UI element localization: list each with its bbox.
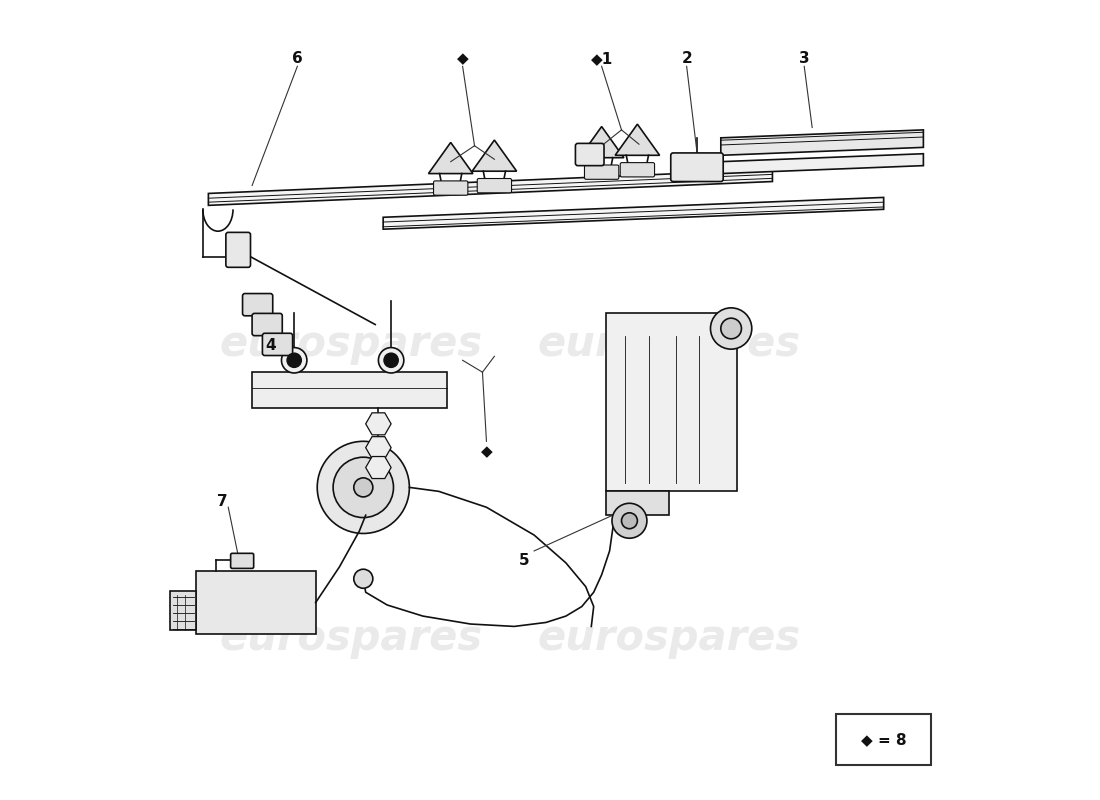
Text: 2: 2: [681, 51, 692, 66]
Text: ◆1: ◆1: [591, 51, 613, 66]
Text: eurospares: eurospares: [538, 323, 801, 366]
Circle shape: [282, 347, 307, 373]
Polygon shape: [720, 154, 923, 174]
Polygon shape: [615, 124, 660, 155]
Polygon shape: [606, 313, 737, 491]
Text: 5: 5: [519, 553, 530, 568]
Polygon shape: [252, 372, 447, 408]
Text: ◆ = 8: ◆ = 8: [861, 732, 906, 747]
FancyBboxPatch shape: [477, 178, 512, 193]
Text: 4: 4: [265, 338, 276, 354]
Text: 3: 3: [799, 51, 810, 66]
Polygon shape: [197, 571, 316, 634]
Circle shape: [720, 318, 741, 339]
Polygon shape: [170, 590, 197, 630]
Circle shape: [621, 513, 637, 529]
FancyBboxPatch shape: [263, 334, 293, 355]
Polygon shape: [383, 198, 883, 229]
Circle shape: [378, 347, 404, 373]
Polygon shape: [472, 140, 517, 171]
Text: eurospares: eurospares: [220, 323, 483, 366]
Circle shape: [612, 503, 647, 538]
Circle shape: [384, 353, 398, 367]
FancyBboxPatch shape: [252, 314, 283, 336]
Text: eurospares: eurospares: [220, 618, 483, 659]
FancyBboxPatch shape: [584, 165, 619, 179]
FancyBboxPatch shape: [226, 232, 251, 267]
FancyBboxPatch shape: [433, 181, 468, 195]
Polygon shape: [580, 126, 624, 158]
Circle shape: [287, 353, 301, 367]
FancyBboxPatch shape: [243, 294, 273, 316]
FancyBboxPatch shape: [575, 143, 604, 166]
Polygon shape: [606, 491, 669, 515]
FancyBboxPatch shape: [671, 153, 723, 182]
FancyBboxPatch shape: [231, 554, 254, 569]
Circle shape: [354, 478, 373, 497]
Polygon shape: [720, 130, 923, 155]
Polygon shape: [429, 142, 473, 174]
FancyBboxPatch shape: [620, 162, 654, 177]
Text: ◆: ◆: [456, 51, 469, 66]
Circle shape: [711, 308, 751, 349]
Text: ◆: ◆: [481, 444, 493, 459]
Bar: [836, 714, 932, 766]
Text: eurospares: eurospares: [538, 618, 801, 659]
Circle shape: [354, 570, 373, 588]
Text: 7: 7: [218, 494, 228, 509]
Circle shape: [317, 442, 409, 534]
Circle shape: [333, 457, 394, 518]
Polygon shape: [208, 170, 772, 206]
Text: 6: 6: [292, 51, 302, 66]
